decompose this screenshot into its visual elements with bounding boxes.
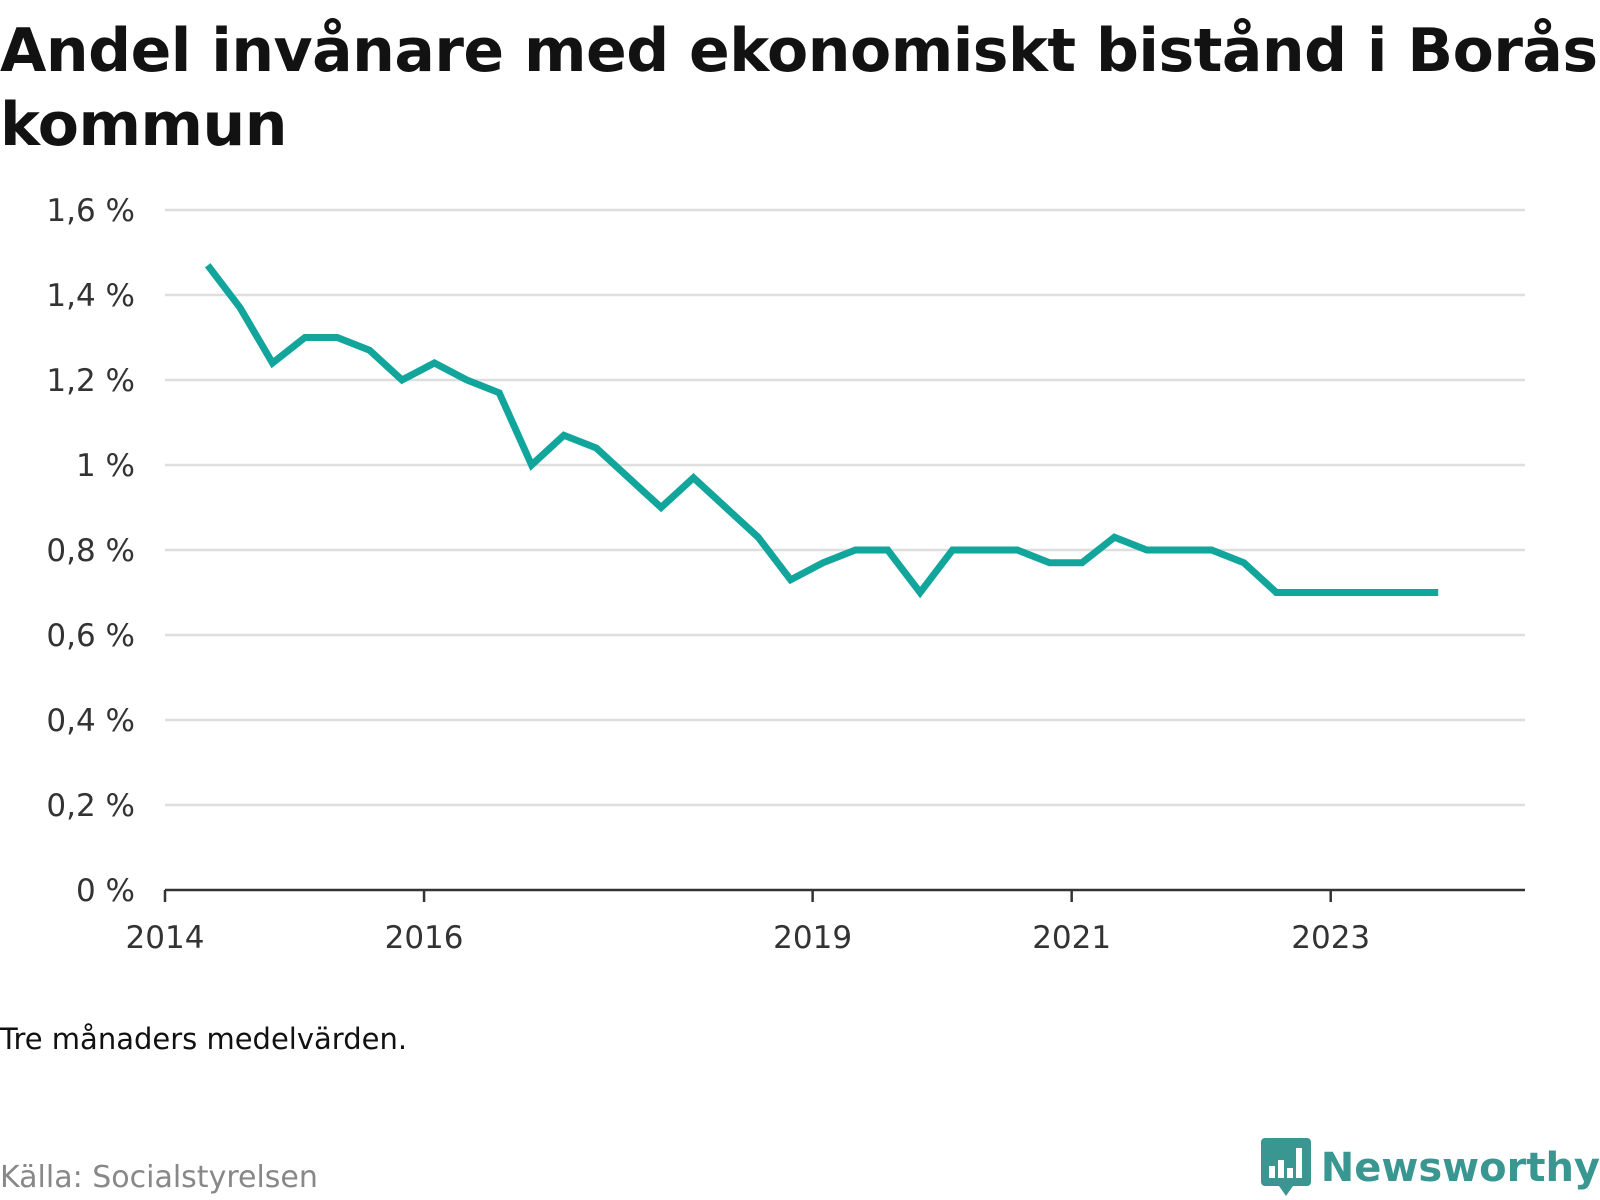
y-tick-label: 0,2 % — [46, 788, 135, 824]
y-axis-labels: 0 % 0,2 % 0,4 % 0,6 % 0,8 % 1 % 1,2 % 1,4 % 1,6 … — [46, 193, 135, 909]
line-chart: 0 % 0,2 % 0,4 % 0,6 % 0,8 % 1 % 1,2 % 1,4 % 1,6 … — [46, 193, 1525, 956]
x-axis-ticks: 2014 2016 2019 2021 2023 — [126, 890, 1370, 956]
grid-lines — [165, 208, 1525, 807]
x-tick-label: 2016 — [385, 920, 464, 956]
source-text: Källa: Socialstyrelsen — [0, 1160, 318, 1195]
x-tick-label: 2021 — [1032, 920, 1111, 956]
y-tick-label: 0,4 % — [46, 703, 135, 739]
chart-title: Andel invånare med ekonomiskt bistånd i … — [0, 16, 1598, 160]
x-tick-label: 2023 — [1291, 920, 1370, 956]
bar-chart-speech-bubble-icon — [1260, 1138, 1311, 1196]
x-tick-label: 2014 — [126, 920, 205, 956]
brand-name: Newsworthy — [1320, 1145, 1600, 1191]
y-tick-label: 1,4 % — [46, 278, 135, 314]
series-line — [204, 263, 1439, 599]
y-tick-label: 0 % — [76, 873, 135, 909]
chart-note: Tre månaders medelvärden. — [0, 1022, 408, 1056]
y-tick-label: 1,2 % — [46, 363, 135, 399]
y-tick-label: 1,6 % — [46, 193, 135, 229]
y-tick-label: 0,6 % — [46, 618, 135, 654]
brand-logo: Newsworthy — [1260, 1138, 1600, 1198]
y-tick-label: 0,8 % — [46, 533, 135, 569]
x-tick-label: 2019 — [773, 920, 852, 956]
y-tick-label: 1 % — [76, 448, 135, 484]
